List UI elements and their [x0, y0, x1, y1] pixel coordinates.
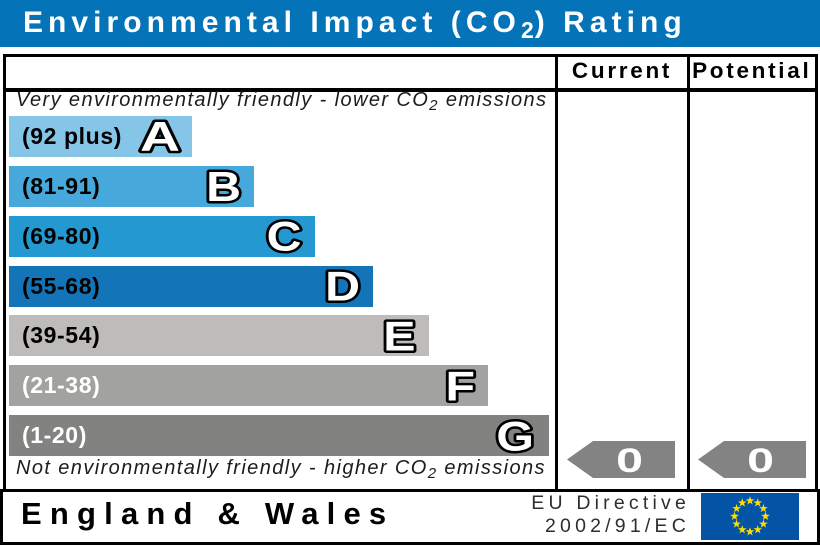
svg-text:C: C — [267, 212, 302, 259]
svg-text:B: B — [206, 163, 241, 210]
svg-text:F: F — [446, 362, 475, 409]
svg-text:A: A — [140, 113, 180, 160]
svg-text:E: E — [383, 312, 415, 359]
svg-text:0: 0 — [616, 441, 643, 479]
svg-text:D: D — [325, 262, 360, 309]
svg-text:G: G — [496, 412, 534, 459]
svg-text:0: 0 — [747, 441, 774, 479]
